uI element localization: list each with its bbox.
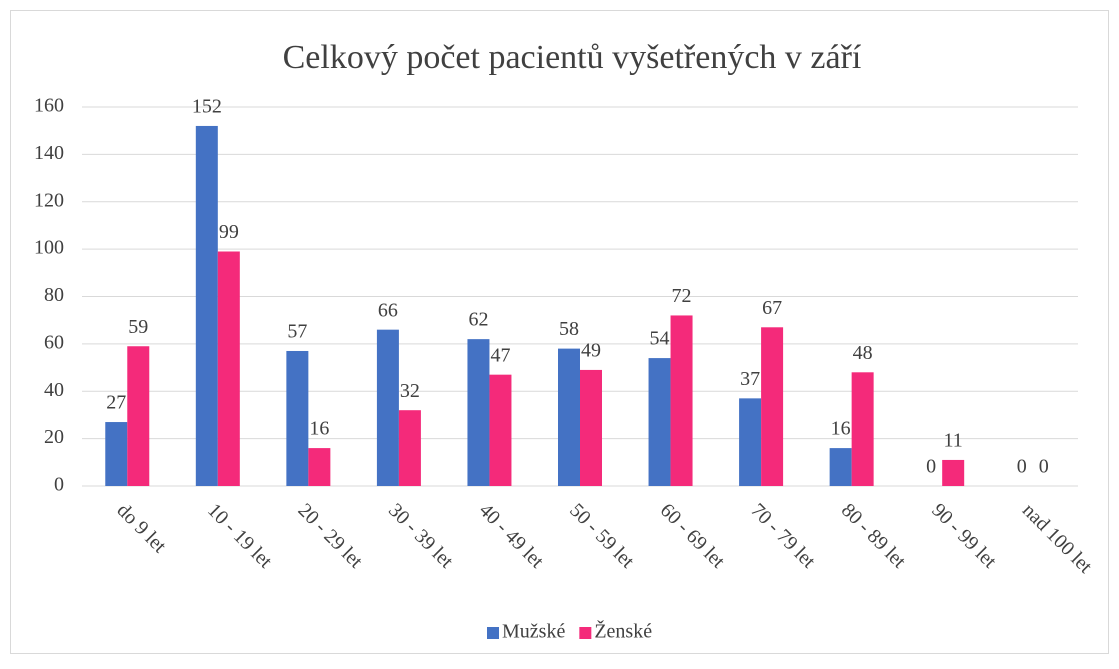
y-tick-label: 140 — [34, 142, 64, 164]
y-tick-label: 100 — [34, 237, 64, 259]
legend-label: Mužské — [502, 621, 565, 643]
y-tick-label: 0 — [54, 474, 64, 496]
data-label: 32 — [400, 380, 420, 402]
legend-swatch — [487, 627, 499, 639]
data-label: 16 — [831, 418, 851, 440]
bar — [127, 346, 150, 486]
data-label: 48 — [853, 342, 873, 364]
bar — [489, 374, 512, 486]
data-label: 59 — [128, 316, 148, 338]
y-tick-label: 120 — [34, 189, 64, 211]
chart-title: Celkový počet pacientů vyšetřených v zář… — [283, 39, 862, 76]
bar — [829, 448, 852, 486]
legend-label: Ženské — [594, 620, 652, 643]
y-tick-label: 40 — [44, 379, 64, 401]
data-label: 66 — [378, 299, 398, 321]
data-label: 27 — [106, 392, 126, 414]
bar — [467, 339, 490, 486]
data-label: 67 — [762, 297, 782, 319]
data-label: 72 — [672, 285, 692, 307]
y-tick-label: 160 — [34, 95, 64, 117]
bar — [308, 448, 331, 486]
bar — [851, 372, 874, 486]
data-label: 99 — [219, 221, 239, 243]
bar — [670, 315, 693, 486]
data-label: 57 — [287, 321, 307, 343]
bar — [217, 251, 240, 486]
y-tick-label: 20 — [44, 426, 64, 448]
y-tick-label: 80 — [44, 284, 64, 306]
legend-swatch — [579, 627, 592, 639]
data-label: 37 — [740, 368, 760, 390]
bar — [105, 422, 128, 486]
data-label: 16 — [309, 418, 329, 440]
chart-border — [10, 10, 1109, 654]
data-label: 49 — [581, 340, 601, 362]
bar — [648, 358, 671, 486]
data-label: 0 — [1017, 456, 1027, 478]
data-label: 62 — [468, 309, 488, 331]
data-label: 54 — [650, 328, 670, 350]
data-label: 0 — [1039, 456, 1049, 478]
data-label: 47 — [490, 344, 510, 366]
data-label: 152 — [192, 96, 222, 118]
bar — [195, 125, 218, 486]
bar — [558, 348, 580, 486]
bar — [942, 459, 965, 486]
bar — [761, 327, 784, 486]
y-tick-label: 60 — [44, 331, 64, 353]
bar — [376, 329, 399, 486]
data-label: 11 — [944, 430, 963, 452]
data-label: 0 — [926, 456, 936, 478]
bar — [286, 350, 309, 486]
bar — [398, 410, 421, 486]
data-label: 58 — [559, 318, 579, 340]
bar — [580, 369, 602, 486]
bar — [739, 398, 762, 486]
